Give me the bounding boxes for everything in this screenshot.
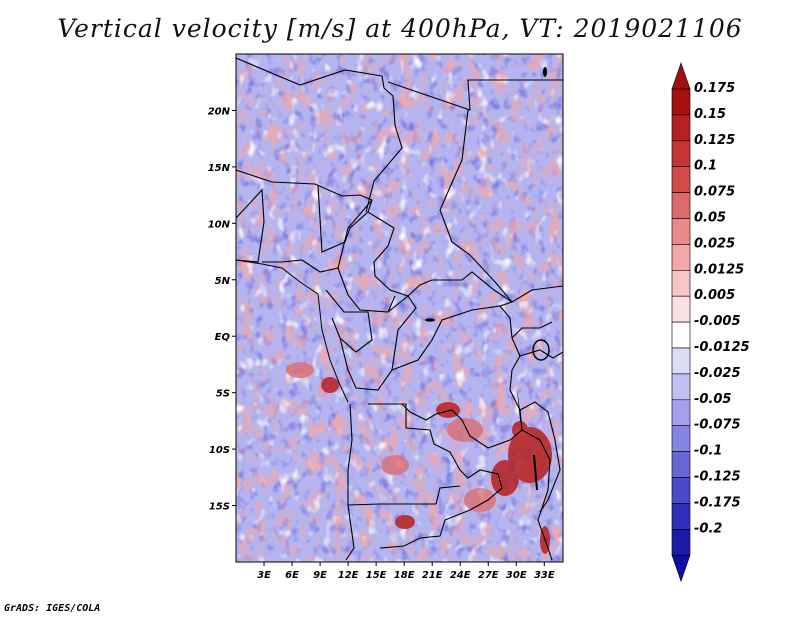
colorbar-segment — [671, 399, 691, 426]
lon-tick-label: 9E — [313, 570, 327, 581]
colorbar-label: 0.0125 — [694, 262, 744, 277]
colorbar-label: 0.075 — [694, 185, 735, 200]
colorbar-segment — [671, 373, 691, 401]
colorbar-bottom-triangle — [671, 554, 691, 583]
colorbar-label: 0.15 — [694, 107, 726, 122]
colorbar-label: -0.0125 — [694, 340, 750, 355]
map-frame — [235, 53, 564, 563]
lon-tick-label: 33E — [534, 570, 555, 581]
colorbar-label: -0.1 — [694, 444, 722, 459]
latitude-axis: 20N 15N 10N 5N EQ 5S 10S 15S — [208, 106, 236, 513]
colorbar-segment — [671, 451, 691, 478]
colorbar-label: -0.005 — [694, 314, 741, 329]
colorbar-segment — [671, 503, 691, 530]
chart-title: Vertical velocity [m/s] at 400hPa, VT: 2… — [57, 14, 743, 43]
colorbar-label: 0.025 — [694, 236, 735, 251]
colorbar-label: -0.175 — [694, 495, 741, 510]
grads-credit: GrADS: IGES/COLA — [4, 603, 101, 614]
lon-tick-label: 21E — [422, 570, 443, 581]
colorbar-label: -0.125 — [694, 470, 741, 485]
colorbar-segment — [671, 140, 691, 168]
colorbar-label: 0.1 — [694, 159, 717, 174]
lon-tick-label: 24E — [450, 570, 471, 581]
colorbar-segment — [671, 528, 691, 556]
lon-tick-label: 18E — [394, 570, 415, 581]
longitude-axis: 3E 6E 9E 12E 15E 18E 21E 24E 27E 30E 33E — [257, 562, 555, 581]
colorbar-segment — [671, 477, 691, 504]
lon-tick-label: 30E — [506, 570, 527, 581]
colorbar-segment — [671, 295, 691, 323]
lon-tick-label: 12E — [338, 570, 359, 581]
colorbar-segment — [671, 192, 691, 219]
colorbar-segment — [671, 425, 691, 452]
lat-tick-label: 10S — [209, 445, 230, 456]
colorbar-label: -0.075 — [694, 418, 741, 433]
colorbar-label: -0.2 — [694, 521, 722, 536]
colorbar-segment — [671, 269, 691, 297]
lat-tick-label: 5S — [216, 389, 230, 400]
lat-tick-label: 15S — [209, 502, 230, 513]
colorbar-segment — [671, 88, 691, 116]
colorbar-top-triangle — [671, 62, 691, 90]
lat-tick-label: 10N — [208, 219, 231, 230]
colorbar-segment — [671, 244, 691, 271]
colorbar-label: -0.05 — [694, 392, 731, 407]
lat-tick-label: EQ — [215, 332, 231, 343]
lon-tick-label: 3E — [257, 570, 271, 581]
colorbar-segment — [671, 218, 691, 245]
colorbar-segment — [671, 347, 691, 375]
lon-tick-label: 27E — [478, 570, 499, 581]
colorbar-segment — [671, 166, 691, 193]
colorbar-label: 0.05 — [694, 211, 726, 226]
colorbar-segment — [671, 114, 691, 142]
lon-tick-label: 15E — [366, 570, 387, 581]
colorbar-label: 0.125 — [694, 133, 735, 148]
colorbar-label: -0.025 — [694, 366, 741, 381]
colorbar-label: 0.175 — [694, 81, 735, 96]
colorbar-label: 0.005 — [694, 288, 735, 303]
vertical-velocity-field — [236, 54, 563, 562]
colorbar-segment — [671, 321, 691, 349]
coastline — [236, 259, 349, 403]
lat-tick-label: 5N — [215, 276, 231, 287]
lon-tick-label: 6E — [285, 570, 299, 581]
lakes — [425, 67, 550, 490]
lat-tick-label: 20N — [208, 106, 231, 117]
color-scale: 0.175 0.15 0.125 0.1 0.075 0.05 0.025 0.0125 0.0… — [671, 62, 750, 583]
lat-tick-label: 15N — [208, 163, 231, 174]
